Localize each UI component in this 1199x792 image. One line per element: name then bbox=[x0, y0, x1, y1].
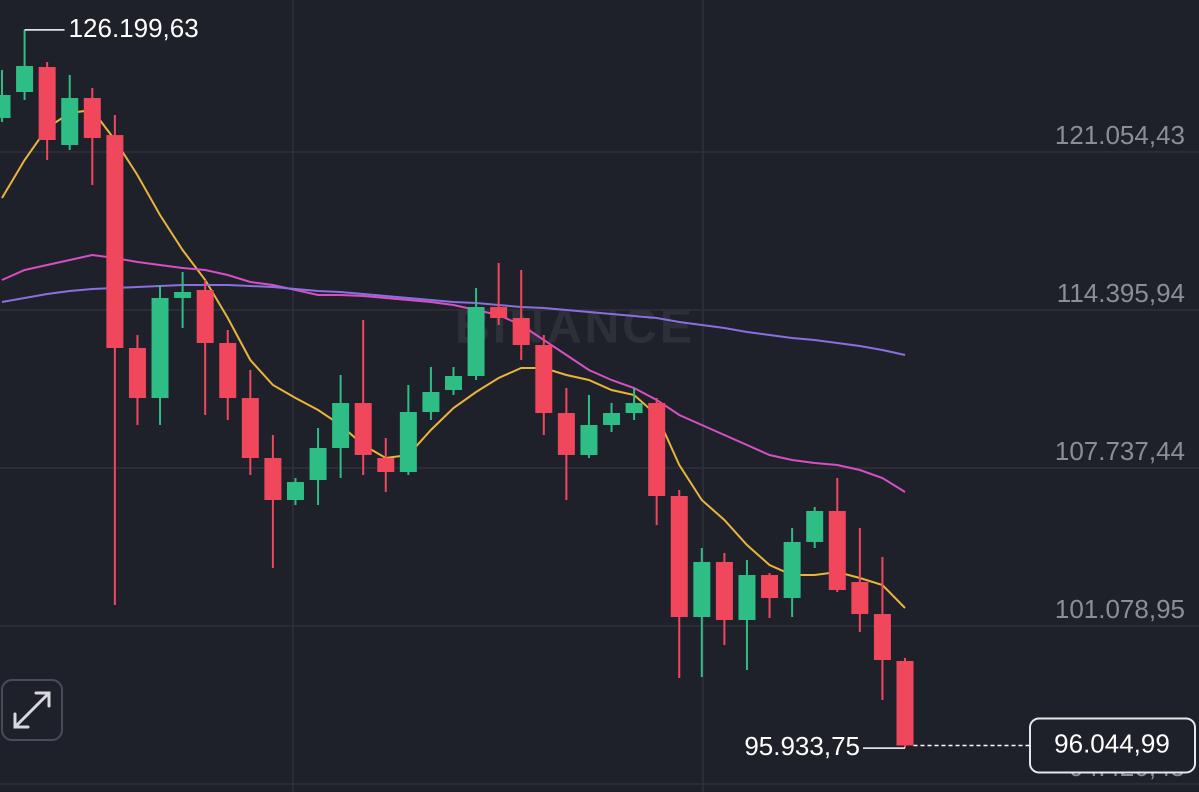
candle-body bbox=[219, 343, 237, 399]
candle-body bbox=[106, 135, 124, 348]
moving-average-line bbox=[1, 108, 906, 609]
candle-body bbox=[38, 66, 56, 141]
candle-body bbox=[715, 561, 733, 621]
candle-body bbox=[241, 398, 259, 459]
candle-body bbox=[377, 458, 395, 473]
candle-body bbox=[174, 291, 192, 298]
candle-body bbox=[264, 458, 282, 501]
candle-body bbox=[806, 510, 824, 542]
candle-body bbox=[151, 297, 169, 399]
y-tick-label: 107.737,44 bbox=[1055, 436, 1185, 466]
candle-body bbox=[625, 403, 643, 414]
candle-body bbox=[512, 318, 530, 346]
candle-body bbox=[851, 582, 869, 615]
candle-body bbox=[83, 98, 101, 139]
last-price-label: 96.044,99 bbox=[1054, 728, 1170, 758]
expand-button[interactable] bbox=[1, 679, 63, 741]
candle-body bbox=[828, 510, 846, 591]
candle-body bbox=[693, 561, 711, 618]
candle-body bbox=[0, 94, 11, 119]
candle-body bbox=[399, 412, 417, 473]
candle-body bbox=[128, 347, 146, 399]
low-label: 95.933,75 bbox=[744, 731, 860, 761]
candle-body bbox=[873, 614, 891, 661]
candle-body bbox=[196, 289, 214, 344]
candle-body bbox=[354, 403, 372, 455]
y-tick-label: 101.078,95 bbox=[1055, 594, 1185, 624]
candles bbox=[0, 29, 914, 749]
y-tick-label: 114.395,94 bbox=[1057, 278, 1185, 308]
candle-body bbox=[648, 403, 666, 496]
expand-icon[interactable] bbox=[13, 691, 51, 729]
y-tick-label: 121.054,43 bbox=[1055, 120, 1185, 150]
candle-body bbox=[332, 403, 350, 449]
candle-body bbox=[490, 307, 508, 319]
candle-body bbox=[783, 541, 801, 599]
moving-average-line bbox=[1, 284, 906, 356]
annotations: 126.199,63 95.933,75 96.044,99 bbox=[24, 13, 1196, 774]
moving-averages bbox=[1, 108, 906, 609]
candle-body bbox=[761, 575, 779, 599]
candle-body bbox=[422, 392, 440, 413]
candle-body bbox=[670, 495, 688, 618]
candle-body bbox=[286, 482, 304, 501]
candle-body bbox=[16, 65, 34, 92]
moving-average-line bbox=[1, 253, 906, 493]
grid: 121.054,43 114.395,94 107.737,44 101.078,95… bbox=[0, 120, 1199, 785]
candle-body bbox=[467, 307, 485, 377]
candle-body bbox=[603, 413, 621, 425]
candle-body bbox=[557, 413, 575, 455]
high-label: 126.199,63 bbox=[69, 13, 199, 43]
candle-body bbox=[580, 424, 598, 455]
last-price-box bbox=[1029, 717, 1196, 774]
candle-body bbox=[445, 376, 462, 390]
candle-body bbox=[535, 345, 553, 414]
candle-body bbox=[61, 98, 79, 146]
candle-body bbox=[309, 448, 327, 481]
candle-body bbox=[896, 661, 914, 746]
candle-body bbox=[738, 575, 756, 621]
